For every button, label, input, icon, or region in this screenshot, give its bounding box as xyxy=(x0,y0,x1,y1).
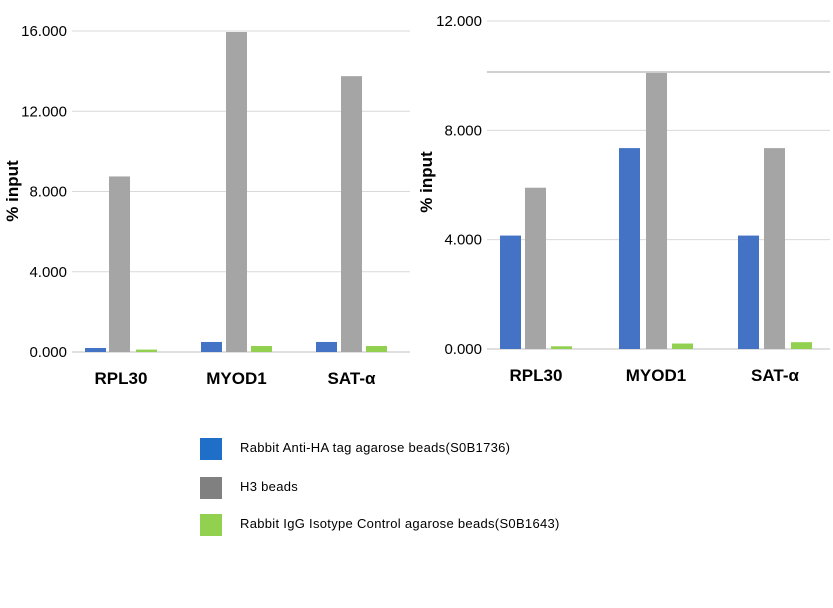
legend-swatch-anti-ha xyxy=(200,438,222,460)
right-bar-myod1-s2 xyxy=(672,343,693,349)
left-category-label: RPL30 xyxy=(95,369,148,388)
legend-label-igg: Rabbit IgG Isotype Control agarose beads… xyxy=(240,516,560,531)
right-category-label: SAT-α xyxy=(751,366,799,385)
left-bar-myod1-s1 xyxy=(226,32,247,353)
chart-left: 0.000 4.000 8.000 12.000 16.000 % input RPL30 M… xyxy=(3,23,410,388)
left-y-tick-label: 16.000 xyxy=(21,23,67,40)
left-bar-rpl30-s1 xyxy=(109,176,130,352)
legend-item-anti-ha: Rabbit Anti-HA tag agarose beads(S0B1736… xyxy=(200,436,720,462)
right-y-tick-label: 8.000 xyxy=(444,122,482,139)
right-category-label: RPL30 xyxy=(510,366,563,385)
left-category-label: MYOD1 xyxy=(206,369,266,388)
right-category-label: MYOD1 xyxy=(626,366,686,385)
right-bar-sat-s1 xyxy=(764,148,785,349)
left-bar-sat-s0 xyxy=(316,341,337,352)
legend-item-igg: Rabbit IgG Isotype Control agarose beads… xyxy=(200,512,720,538)
legend-label-anti-ha: Rabbit Anti-HA tag agarose beads(S0B1736… xyxy=(240,440,511,455)
left-y-axis-label: % input xyxy=(3,160,22,222)
left-bar-rpl30-s2 xyxy=(136,349,157,352)
left-y-tick-label: 8.000 xyxy=(29,184,67,201)
right-bar-myod1-s1 xyxy=(646,72,667,349)
left-y-tick-label: 12.000 xyxy=(21,103,67,120)
right-bar-rpl30-s2 xyxy=(551,346,572,349)
left-bar-sat-s2 xyxy=(366,345,387,352)
right-y-tick-label: 12.000 xyxy=(436,13,482,30)
right-bar-rpl30-s1 xyxy=(525,187,546,349)
left-y-tick-label: 0.000 xyxy=(29,344,67,361)
right-bar-sat-s0 xyxy=(738,235,759,349)
legend-swatch-igg xyxy=(200,514,222,536)
right-y-tick-label: 4.000 xyxy=(444,232,482,249)
right-y-axis-label: % input xyxy=(417,151,436,213)
right-bar-myod1-s0 xyxy=(619,148,640,349)
left-bar-myod1-s2 xyxy=(251,345,272,352)
left-category-label: SAT-α xyxy=(328,369,376,388)
legend-swatch-h3 xyxy=(200,477,222,499)
chart-right: 0.000 4.000 8.000 12.000 % input RPL30 MYOD1 SA… xyxy=(417,13,830,385)
legend-label-h3: H3 beads xyxy=(240,479,299,494)
left-bar-myod1-s0 xyxy=(201,341,222,352)
legend-item-h3: H3 beads xyxy=(200,475,720,501)
right-y-tick-label: 0.000 xyxy=(444,341,482,358)
left-bar-sat-s1 xyxy=(341,76,362,352)
right-bar-sat-s2 xyxy=(791,342,812,349)
left-y-tick-label: 4.000 xyxy=(29,264,67,281)
left-bar-rpl30-s0 xyxy=(85,347,106,352)
right-bar-rpl30-s0 xyxy=(500,235,521,349)
